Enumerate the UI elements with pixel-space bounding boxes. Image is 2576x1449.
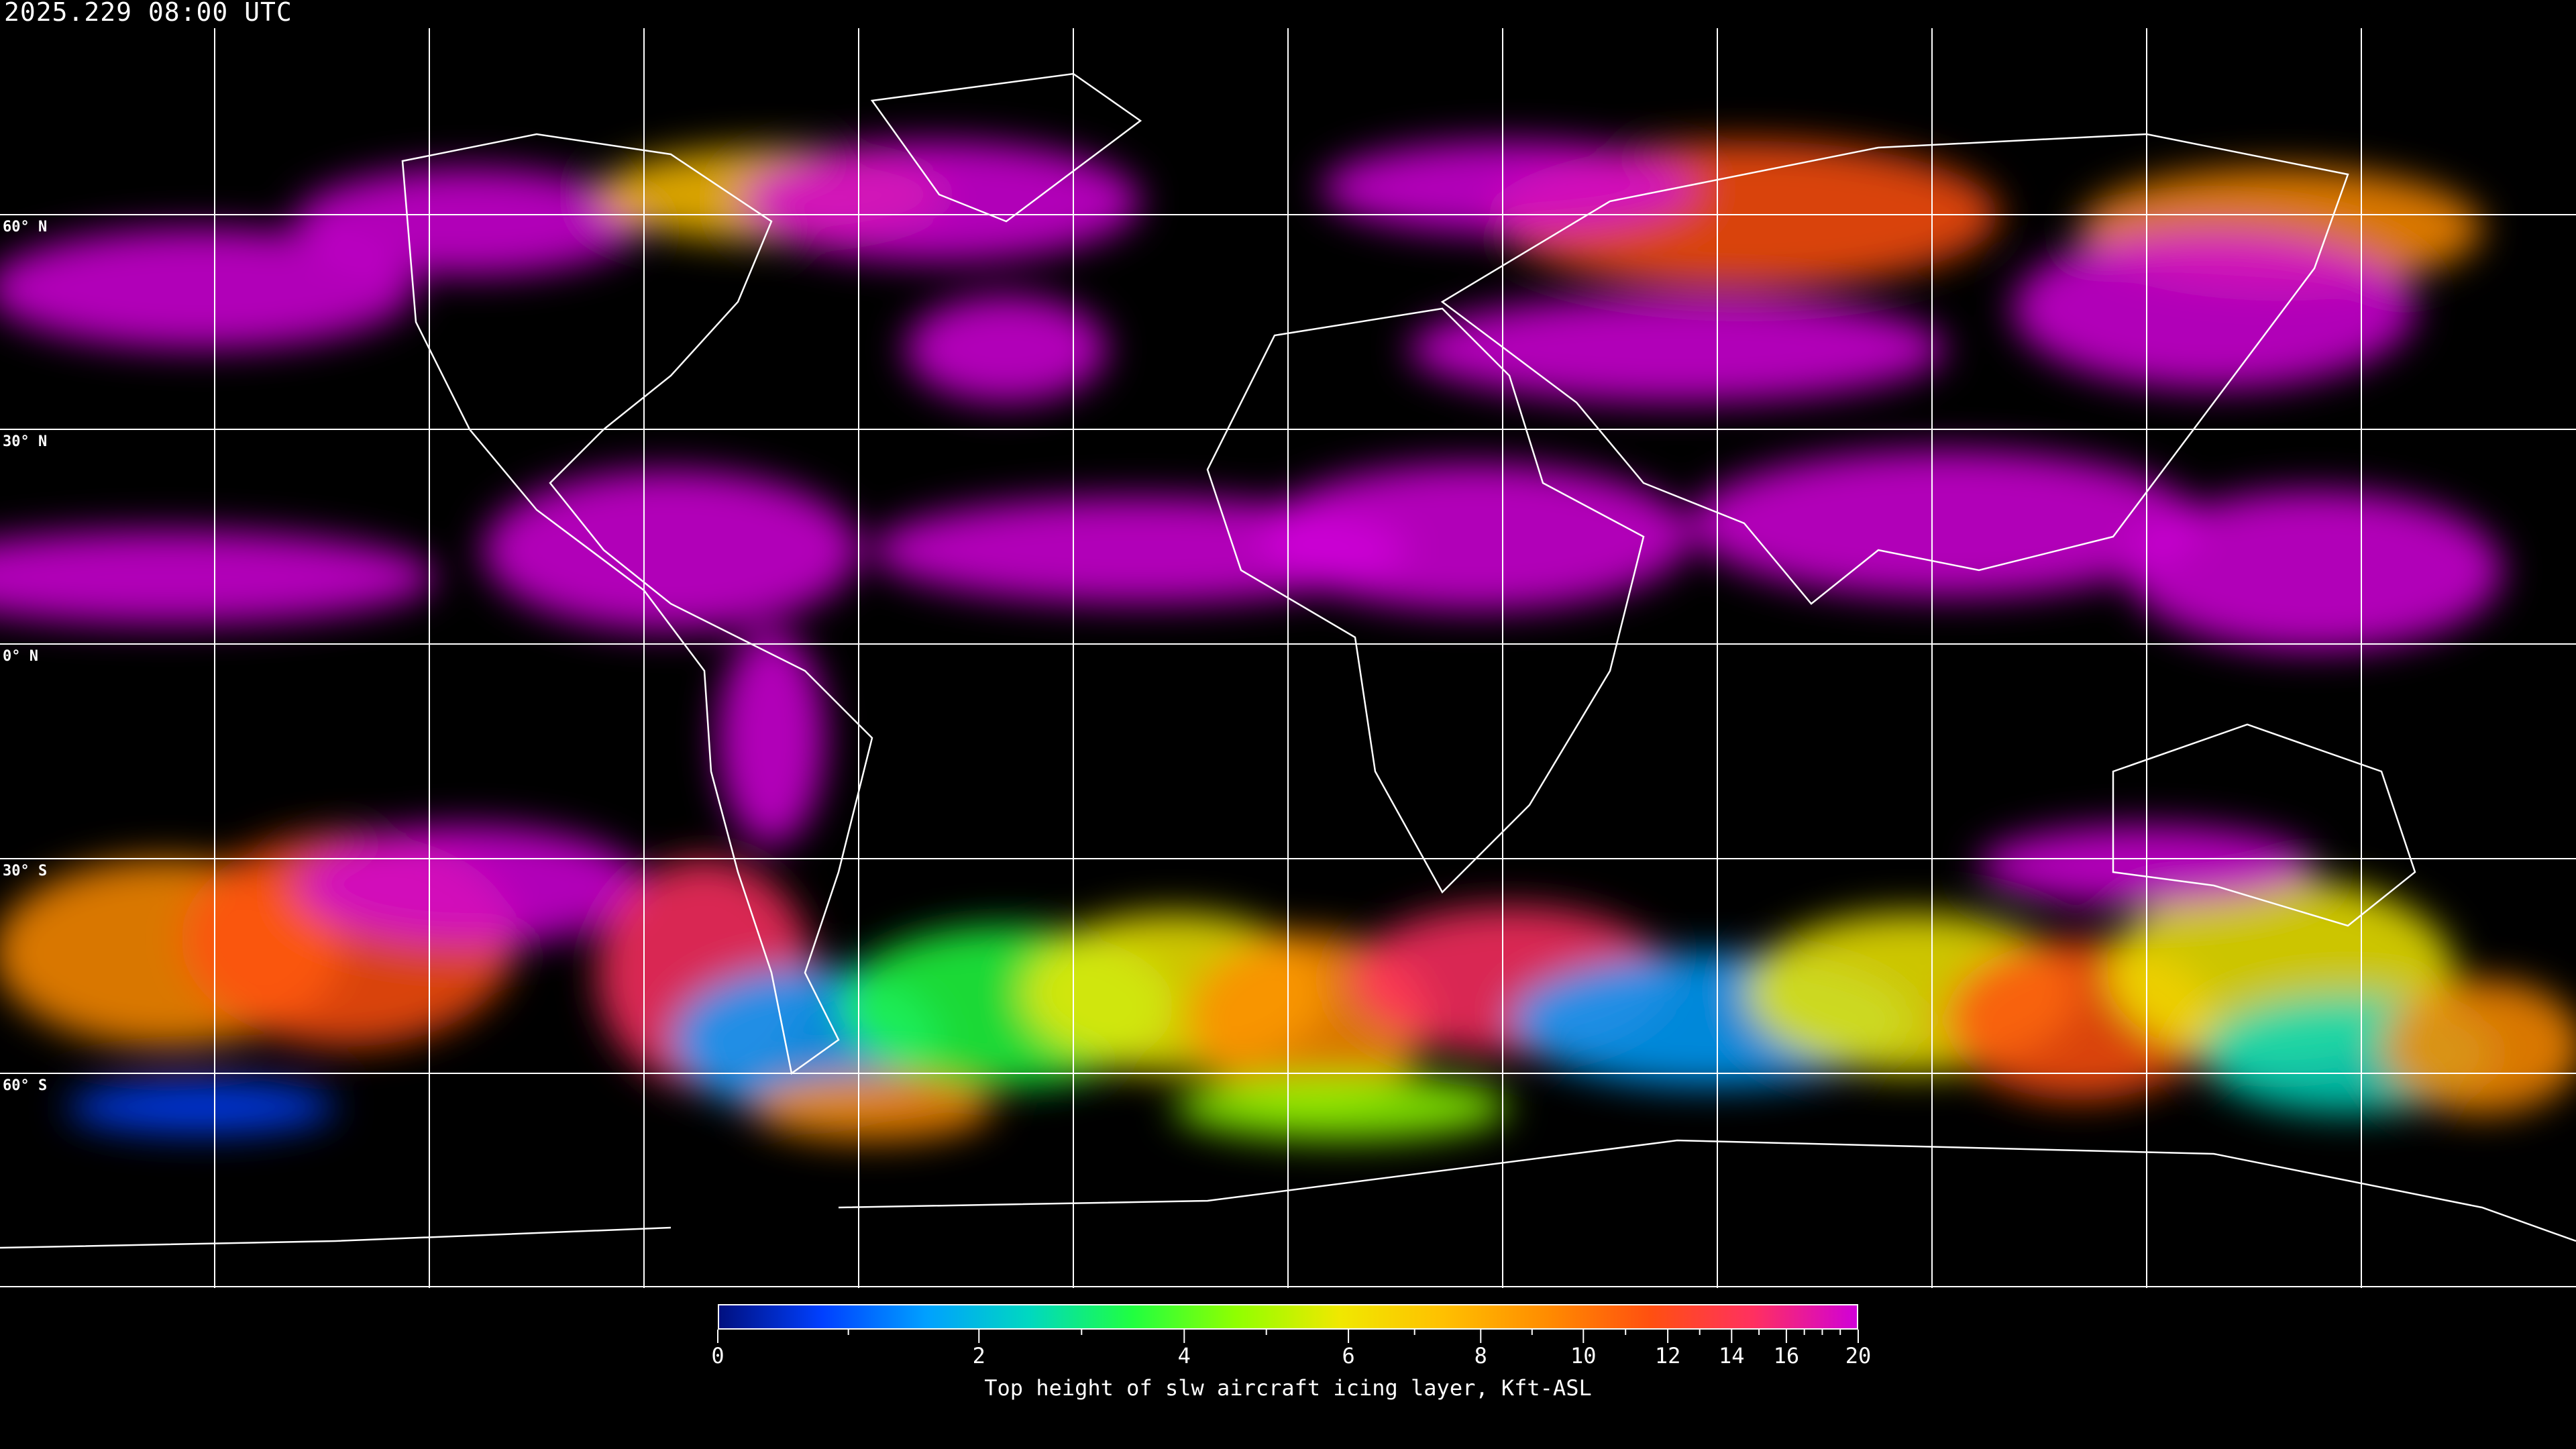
cloud-region <box>0 228 416 349</box>
cloud-region <box>0 530 436 624</box>
coastline <box>838 1139 2576 1242</box>
lat-lon-grid <box>0 28 2576 1288</box>
cloud-region <box>1690 449 2200 597</box>
cloud-region <box>751 1073 993 1140</box>
coastline <box>1206 307 1645 894</box>
colorbar-tick-label: 12 <box>1654 1343 1681 1368</box>
coastline <box>401 133 873 1075</box>
colorbar-tick-label: 0 <box>711 1343 724 1368</box>
icing-data-layer <box>0 141 2576 1140</box>
lat-label-30s: 30° S <box>3 863 48 879</box>
colorbar-title: Top height of slw aircraft icing layer, … <box>984 1375 1592 1401</box>
cloud-region <box>1174 1073 1509 1140</box>
cloud-region <box>1409 295 1945 402</box>
cloud-region <box>718 631 825 845</box>
lat-label-30n: 30° N <box>3 433 48 450</box>
lat-label-0n: 0° N <box>3 648 38 665</box>
colorbar-tick-label: 10 <box>1570 1343 1597 1368</box>
colorbar-tick-label: 2 <box>972 1343 985 1368</box>
coastline <box>0 1226 672 1249</box>
lat-label-60n: 60° N <box>3 219 48 235</box>
coastline <box>2112 723 2416 927</box>
timestamp-title: 2025.229 08:00 UTC <box>4 0 292 27</box>
cloud-region <box>1322 141 1697 235</box>
cloud-region <box>2012 228 2415 389</box>
coastlines <box>0 72 2576 1249</box>
lat-label-60s: 60° S <box>3 1077 48 1094</box>
cloud-region <box>295 825 644 946</box>
cloud-region <box>2127 490 2502 651</box>
coastline <box>1440 133 2349 605</box>
cloud-region <box>1261 463 1690 610</box>
colorbar-tick-label: 4 <box>1177 1343 1191 1368</box>
cloud-region <box>295 168 644 275</box>
cloud-region <box>906 295 1107 402</box>
cloud-region <box>483 470 859 631</box>
colorbar-tick-label: 14 <box>1719 1343 1745 1368</box>
colorbar-tick-label: 6 <box>1342 1343 1355 1368</box>
cloud-region <box>2381 979 2576 1114</box>
cloud-region <box>67 1080 335 1134</box>
colorbar-tick-label: 20 <box>1845 1343 1872 1368</box>
icing-map <box>0 28 2576 1288</box>
cloud-region <box>738 141 1140 262</box>
colorbar-tick-label: 8 <box>1474 1343 1487 1368</box>
colorbar <box>718 1304 1858 1330</box>
colorbar-tick-label: 16 <box>1773 1343 1800 1368</box>
